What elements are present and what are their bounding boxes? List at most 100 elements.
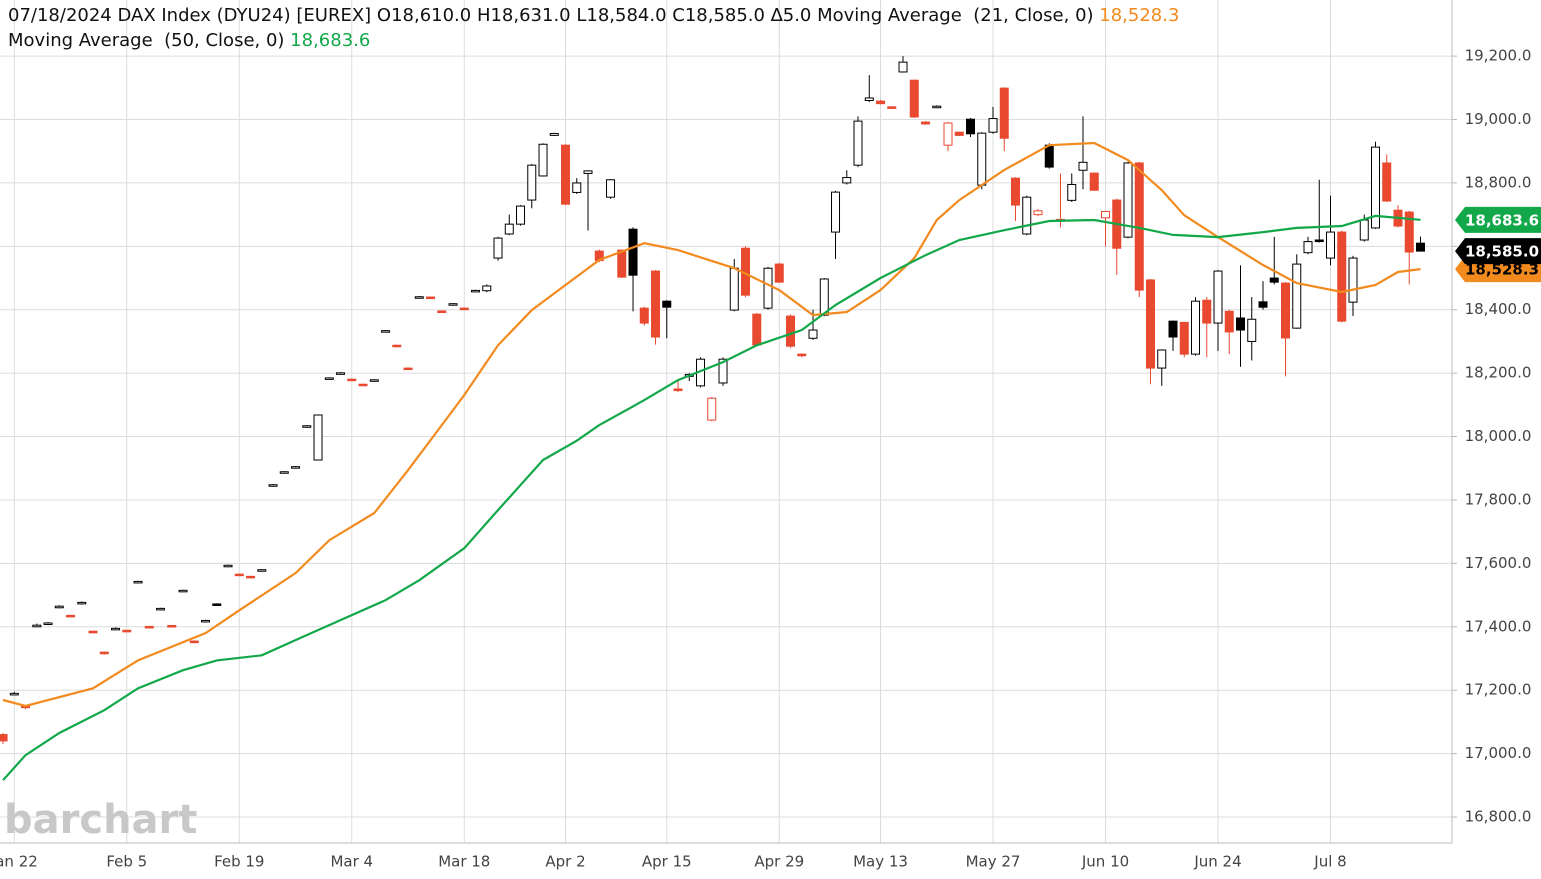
- candle-body: [651, 270, 661, 338]
- candle-body: [302, 425, 312, 428]
- candle-body: [561, 144, 571, 205]
- candle-body: [583, 170, 593, 174]
- candle-body: [864, 97, 874, 102]
- candle-body: [1078, 161, 1088, 171]
- candle-body: [639, 307, 649, 324]
- x-tick-label: Apr 29: [754, 853, 804, 871]
- candle-body: [1416, 242, 1426, 252]
- candle-body: [77, 601, 87, 605]
- candle-body: [977, 132, 987, 186]
- candle-body: [212, 603, 222, 606]
- y-tick-label: 17,600.0: [1465, 554, 1532, 572]
- header-ma50-value: 18,683.6: [290, 30, 370, 51]
- candle-body: [234, 573, 244, 577]
- candle-body: [471, 289, 481, 293]
- candle-body: [921, 121, 931, 125]
- candle-body: [189, 640, 199, 644]
- candle-body: [729, 267, 739, 311]
- candle-body: [324, 377, 334, 380]
- candle-body: [1348, 257, 1358, 303]
- candle-body: [999, 87, 1009, 139]
- y-tick-label: 17,000.0: [1465, 744, 1532, 762]
- candle-body: [572, 182, 582, 193]
- candle-body: [1269, 277, 1279, 283]
- candle-body: [898, 61, 908, 73]
- candle-body: [763, 267, 773, 309]
- candle-body: [606, 179, 616, 198]
- candle-body: [1011, 177, 1021, 206]
- candle-body: [988, 118, 998, 133]
- candle-body: [527, 164, 537, 201]
- candle-body: [1044, 144, 1054, 168]
- candle-body: [932, 105, 942, 109]
- candle-body: [1123, 162, 1133, 238]
- header-line-2: Moving Average (50, Close, 0) 18,683.6: [8, 30, 370, 51]
- y-tick-label: 18,200.0: [1465, 364, 1532, 382]
- candle-body: [853, 120, 863, 166]
- candle-body: [381, 330, 391, 333]
- x-tick-label: May 27: [966, 853, 1021, 871]
- candle-body: [1022, 196, 1032, 235]
- x-tick-label: Apr 2: [545, 853, 585, 871]
- y-tick-label: 18,000.0: [1465, 427, 1532, 445]
- candle-body: [1382, 162, 1392, 202]
- y-tick-label: 18,400.0: [1465, 300, 1532, 318]
- candle-body: [1089, 172, 1099, 191]
- x-tick-label: Feb 19: [214, 853, 264, 871]
- last-price-tag-box: [1455, 238, 1541, 265]
- x-tick-label: May 13: [853, 853, 908, 871]
- candle-body: [538, 143, 548, 177]
- header-line-1: 07/18/2024 DAX Index (DYU24) [EUREX] O18…: [8, 5, 1179, 26]
- header-ma21: Moving Average (21, Close, 0): [817, 5, 1093, 26]
- moving-average-line: [2, 141, 1421, 708]
- last-price-tag-label: 18,585.0: [1465, 243, 1539, 261]
- candle-body: [54, 605, 64, 609]
- candle-body: [718, 358, 728, 384]
- header-ma21-value: 18,528.3: [1099, 5, 1179, 26]
- candle-body: [1258, 301, 1268, 308]
- candle-body: [1404, 211, 1414, 253]
- candle-body: [291, 466, 301, 469]
- candle-body: [1337, 231, 1347, 322]
- candle-body: [943, 122, 953, 146]
- candle-body: [1281, 282, 1291, 339]
- candle-body: [1202, 299, 1212, 324]
- candle-body: [1303, 241, 1313, 254]
- watermark: barchart: [4, 797, 197, 843]
- candle-body: [707, 397, 717, 421]
- candle-body: [88, 630, 98, 634]
- candle-body: [808, 329, 818, 339]
- candle-body: [842, 177, 852, 184]
- candle-body: [786, 315, 796, 347]
- candle-body: [1292, 263, 1302, 329]
- ma50-tag-label: 18,683.6: [1465, 211, 1539, 229]
- candle-body: [482, 285, 492, 292]
- candle-body: [336, 372, 346, 375]
- candle-body: [1157, 349, 1167, 369]
- candle-body: [887, 106, 897, 109]
- candle-body: [66, 614, 76, 618]
- candle-body: [347, 378, 357, 382]
- y-tick-label: 17,400.0: [1465, 617, 1532, 635]
- y-tick-label: 18,800.0: [1465, 173, 1532, 191]
- candle-body: [99, 651, 109, 655]
- candle-body: [1213, 270, 1223, 324]
- candle-body: [1359, 219, 1369, 241]
- candle-body: [797, 353, 807, 357]
- candle-body: [32, 624, 42, 628]
- candle-body: [167, 625, 177, 628]
- candle-body: [279, 471, 289, 474]
- plot: [0, 56, 1426, 781]
- candle-body: [516, 205, 526, 225]
- grid: [0, 0, 1452, 843]
- candle-body: [1101, 210, 1111, 219]
- candle-body: [1326, 231, 1336, 259]
- candle-body: [313, 414, 323, 461]
- candle-body: [1191, 300, 1201, 355]
- candle-body: [549, 132, 559, 136]
- x-tick-label: Jul 8: [1313, 853, 1346, 871]
- y-tick-label: 16,800.0: [1465, 808, 1532, 826]
- candle-body: [122, 629, 132, 633]
- header-ma50: Moving Average (50, Close, 0): [8, 30, 284, 51]
